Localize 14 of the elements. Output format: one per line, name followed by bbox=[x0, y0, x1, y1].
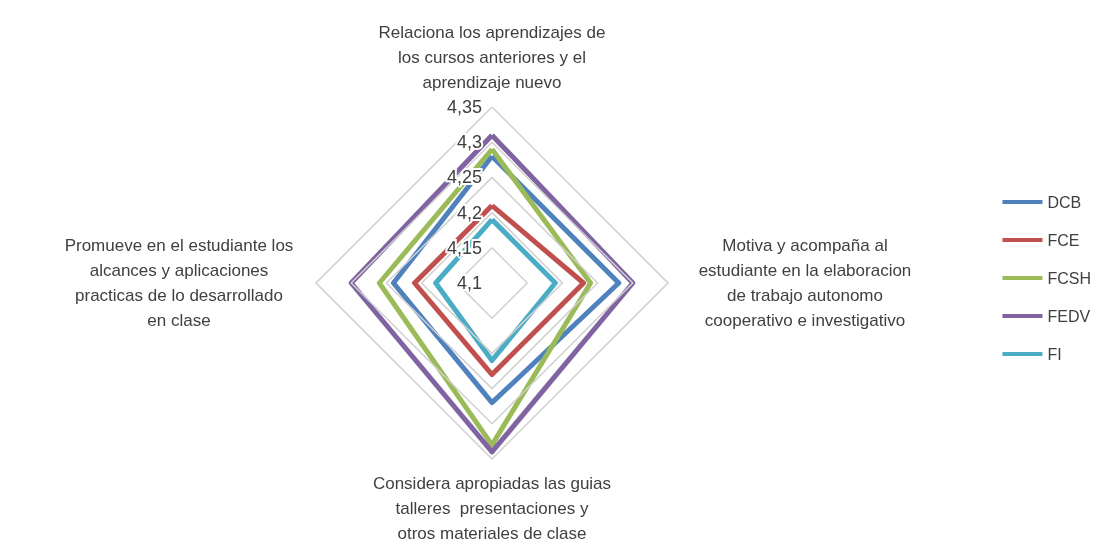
spoke-label: Relaciona los aprendizajes de los cursos anteriores y el aprendizaje nuevo bbox=[378, 23, 606, 92]
legend-label: FCSH bbox=[1047, 269, 1092, 287]
legend-label: DCB bbox=[1047, 193, 1082, 211]
y-tick-label: 4,25 bbox=[446, 167, 482, 188]
spoke-label: Considera apropiadas las guias talleres presentaciones y otros materiales de clase bbox=[372, 474, 612, 543]
y-tick-label: 4,35 bbox=[446, 97, 482, 117]
legend-label: FEDV bbox=[1047, 307, 1091, 325]
y-tick-label: 4,3 bbox=[456, 132, 482, 153]
spoke-label: Promueve en el estudiante los alcances y aplicaciones practicas de lo desarrollado en clase bbox=[64, 236, 294, 330]
legend-label: FI bbox=[1047, 345, 1062, 363]
y-tick-label: 4,2 bbox=[456, 202, 482, 223]
legend-label: FCE bbox=[1047, 231, 1080, 249]
y-tick-label: 4,1 bbox=[456, 273, 482, 293]
spoke-label: Motiva y acompaña al estudiante en la elaboracion de trabajo autonomo cooperativo e investigativo bbox=[698, 236, 912, 330]
